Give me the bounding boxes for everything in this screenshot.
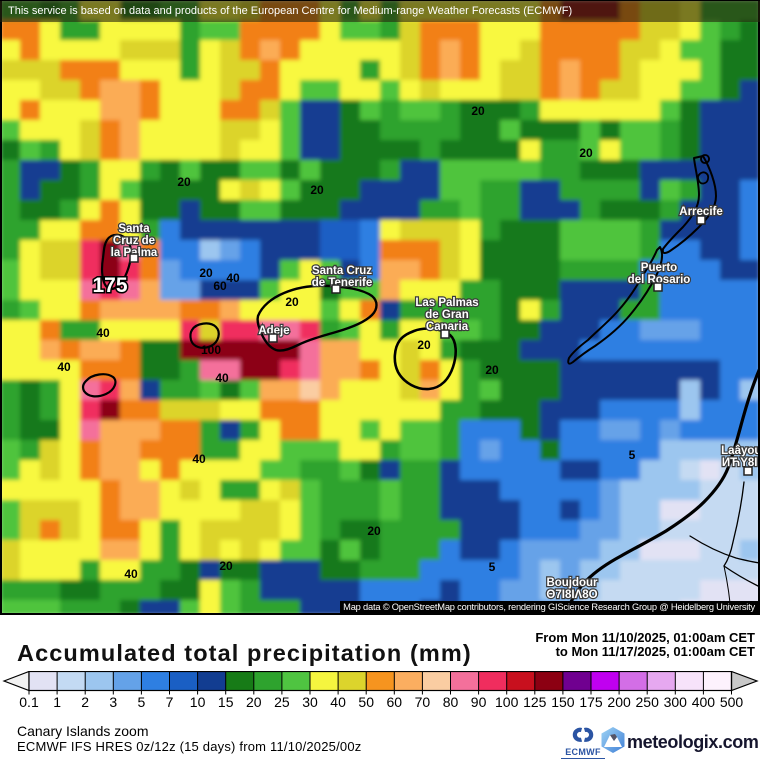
svg-text:20: 20: [367, 524, 381, 538]
svg-text:20: 20: [285, 295, 299, 309]
svg-text:Canaria: Canaria: [426, 321, 469, 333]
svg-text:200: 200: [607, 694, 631, 710]
svg-text:1: 1: [53, 694, 61, 710]
svg-text:40: 40: [330, 694, 346, 710]
svg-text:40: 40: [215, 371, 229, 385]
svg-text:500: 500: [720, 694, 744, 710]
svg-text:Adeje: Adeje: [258, 325, 289, 337]
svg-text:40: 40: [124, 567, 138, 581]
svg-text:Santa: Santa: [118, 223, 150, 235]
svg-text:20: 20: [310, 183, 324, 197]
svg-text:20: 20: [177, 175, 191, 189]
svg-text:20: 20: [579, 146, 593, 160]
svg-text:5: 5: [489, 560, 496, 574]
svg-text:150: 150: [551, 694, 575, 710]
svg-text:Arrecife: Arrecife: [679, 206, 722, 218]
svg-text:3: 3: [109, 694, 117, 710]
svg-text:100: 100: [201, 343, 221, 357]
svg-text:de Tenerife: de Tenerife: [312, 277, 373, 289]
svg-text:90: 90: [471, 694, 487, 710]
svg-text:ИЋΥ8І ɘɥ: ИЋΥ8І ɘɥ: [722, 457, 760, 469]
svg-text:Cruz de: Cruz de: [113, 235, 155, 247]
svg-text:50: 50: [358, 694, 374, 710]
svg-text:5: 5: [138, 694, 146, 710]
svg-text:5: 5: [629, 448, 636, 462]
svg-text:7: 7: [166, 694, 174, 710]
svg-text:300: 300: [664, 694, 688, 710]
svg-text:Santa Cruz: Santa Cruz: [312, 265, 372, 277]
svg-text:40: 40: [96, 326, 110, 340]
svg-text:60: 60: [387, 694, 403, 710]
svg-text:de Gran: de Gran: [425, 309, 468, 321]
svg-text:40: 40: [192, 452, 206, 466]
svg-text:30: 30: [302, 694, 318, 710]
svg-text:70: 70: [415, 694, 431, 710]
svg-text:Θ7Ι8ІΛ8Ο: Θ7Ι8ІΛ8Ο: [546, 589, 597, 601]
svg-text:20: 20: [219, 559, 233, 573]
svg-text:Puerto: Puerto: [641, 262, 677, 274]
svg-text:Las Palmas: Las Palmas: [415, 297, 478, 309]
svg-text:125: 125: [523, 694, 547, 710]
svg-text:100: 100: [495, 694, 519, 710]
svg-text:20: 20: [471, 104, 485, 118]
svg-text:40: 40: [226, 271, 240, 285]
svg-text:Laâyoune: Laâyoune: [721, 445, 760, 457]
svg-text:60: 60: [213, 279, 227, 293]
svg-text:10: 10: [190, 694, 206, 710]
svg-text:la Palma: la Palma: [111, 247, 158, 259]
svg-text:2: 2: [81, 694, 89, 710]
svg-text:20: 20: [485, 363, 499, 377]
svg-text:20: 20: [199, 266, 213, 280]
svg-text:20: 20: [246, 694, 262, 710]
svg-text:Boujdour: Boujdour: [546, 577, 598, 589]
svg-text:175: 175: [579, 694, 603, 710]
svg-text:0.1: 0.1: [19, 694, 39, 710]
svg-text:20: 20: [417, 338, 431, 352]
svg-text:175: 175: [92, 274, 127, 297]
svg-text:40: 40: [57, 360, 71, 374]
svg-text:del Rosario: del Rosario: [628, 274, 691, 286]
svg-text:25: 25: [274, 694, 290, 710]
svg-text:250: 250: [636, 694, 660, 710]
svg-text:15: 15: [218, 694, 234, 710]
svg-text:80: 80: [443, 694, 459, 710]
svg-text:400: 400: [692, 694, 716, 710]
